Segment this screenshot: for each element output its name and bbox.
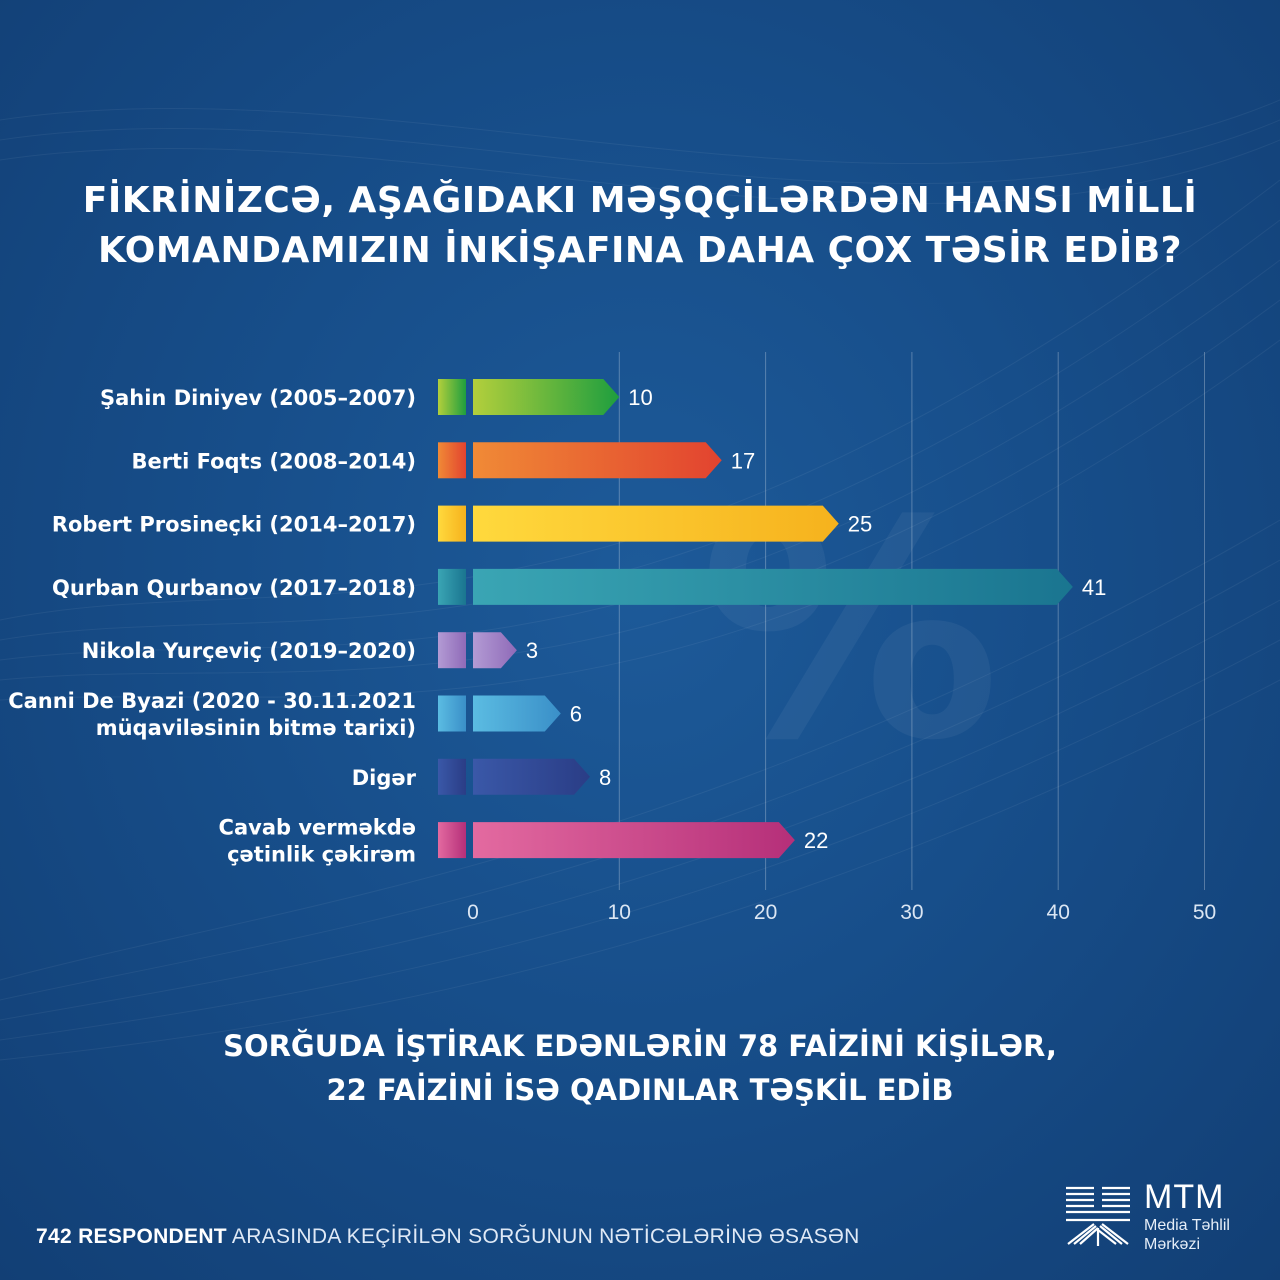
bar [473, 442, 722, 479]
chart-title: FİKRİNİZCƏ, AŞAĞIDAKI MƏŞQÇİLƏRDƏN HANSI… [0, 176, 1280, 276]
category-label: Cavab verməkdə [219, 816, 416, 840]
category-label: çətinlik çəkirəm [227, 843, 416, 867]
logo-mark-icon [1066, 1186, 1130, 1246]
x-tick-label: 10 [608, 901, 631, 924]
value-label: 41 [1082, 575, 1106, 600]
source-text: ARASINDA KEÇİRİLƏN SORĞUNUN NƏTİCƏLƏRİNƏ… [226, 1225, 860, 1248]
value-label: 8 [599, 765, 611, 790]
bar-swatch [438, 632, 466, 669]
bar [473, 632, 517, 669]
survey-note: SORĞUDA İŞTİRAK EDƏNLƏRİN 78 FAİZİNİ KİŞ… [0, 1024, 1280, 1112]
respondent-count: 742 RESPONDENT [36, 1225, 227, 1248]
category-label: müqaviləsinin bitmə tarixi) [96, 716, 416, 740]
logo-brand: MTM [1144, 1178, 1225, 1216]
source-note: 742 RESPONDENT ARASINDA KEÇİRİLƏN SORĞUN… [36, 1222, 860, 1252]
bar-swatch [438, 822, 466, 859]
bar-swatch [438, 695, 466, 732]
title-line-2: KOMANDAMIZIN İNKİŞAFINA DAHA ÇOX TƏSİR E… [97, 230, 1183, 271]
category-label: Qurban Qurbanov (2017–2018) [52, 576, 416, 600]
x-tick-label: 20 [754, 901, 777, 924]
category-label: Berti Foqts (2008–2014) [131, 449, 416, 473]
bar-swatch [438, 442, 466, 479]
bar-swatch [438, 505, 466, 542]
title-line-1: FİKRİNİZCƏ, AŞAĞIDAKI MƏŞQÇİLƏRDƏN HANSI… [82, 180, 1198, 221]
category-label: Robert Prosineçki (2014–2017) [52, 513, 416, 537]
value-label: 3 [526, 638, 538, 663]
bar-swatch [438, 568, 466, 605]
bar [473, 695, 561, 732]
x-tick-label: 40 [1047, 901, 1070, 924]
x-tick-label: 0 [467, 901, 479, 924]
value-label: 10 [628, 385, 652, 410]
x-tick-label: 50 [1193, 901, 1216, 924]
survey-note-line-2: 22 FAİZİNİ İSƏ QADINLAR TƏŞKİL EDİB [326, 1073, 954, 1107]
logo-subtitle-line-2: Mərkəzi [1144, 1236, 1201, 1253]
x-tick-label: 30 [900, 901, 923, 924]
category-label: Digər [352, 766, 417, 790]
bar [473, 568, 1073, 605]
value-label: 6 [570, 702, 582, 727]
logo-subtitle: Media Təhlil Mərkəzi [1144, 1216, 1230, 1254]
mtm-logo: MTM Media Təhlil Mərkəzi [1064, 1178, 1254, 1254]
category-label: Canni De Byazi (2020 - 30.11.2021 [8, 689, 416, 713]
bar-swatch [438, 379, 466, 415]
logo-subtitle-line-1: Media Təhlil [1144, 1217, 1230, 1234]
category-label: Nikola Yurçeviç (2019–2020) [82, 639, 416, 663]
value-label: 22 [804, 828, 828, 853]
bar [473, 758, 591, 795]
value-label: 25 [848, 512, 872, 537]
survey-note-line-1: SORĞUDA İŞTİRAK EDƏNLƏRİN 78 FAİZİNİ KİŞ… [223, 1029, 1057, 1063]
bar-swatch [438, 758, 466, 795]
value-label: 17 [731, 448, 755, 473]
bar [473, 379, 620, 415]
bar [473, 822, 795, 859]
bar [473, 505, 839, 542]
category-label: Şahin Diniyev (2005–2007) [100, 386, 416, 410]
